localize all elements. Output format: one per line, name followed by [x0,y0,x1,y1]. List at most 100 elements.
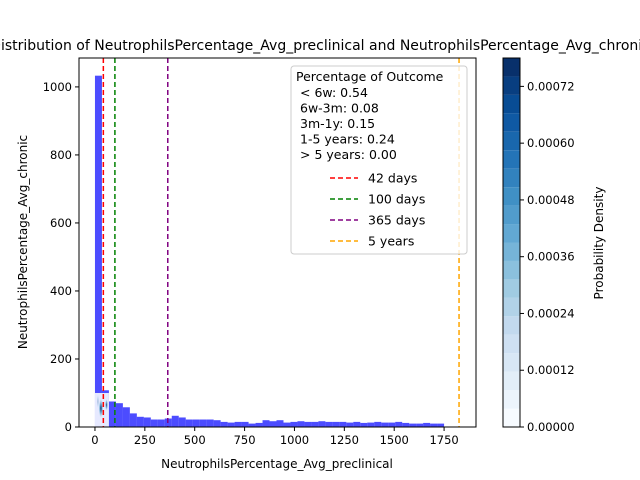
histogram-bar [171,415,179,427]
histogram-bar [360,422,368,427]
legend-stat-line: > 5 years: 0.00 [300,147,397,162]
histogram-bar [297,421,305,427]
histogram-bar [430,423,438,427]
colorbar-tick-label: 0.00024 [527,306,575,320]
colorbar-segment [503,168,520,188]
histogram-bar [136,416,144,427]
colorbar-tick-label: 0.00060 [527,136,575,150]
colorbar-segment [503,150,520,169]
x-axis-ticks: 0 250 500 750 1000 1250 1500 1750 [91,427,459,447]
y-tick-label: 0 [65,420,72,434]
histogram-bar [423,422,431,427]
x-tick-label: 0 [91,433,98,447]
plot-area [94,58,460,427]
legend-entry-label: 100 days [368,192,425,207]
colorbar-segment [503,371,520,391]
colorbar-segment [503,131,520,151]
histogram-bar [276,420,284,427]
colorbar-segment [503,260,520,280]
legend-stat-line: 3m-1y: 0.15 [300,116,375,131]
histogram-bar [206,419,214,427]
colorbar-tick-label: 0.00012 [527,363,575,377]
colorbar-segment [503,408,520,427]
histogram-bar [227,422,235,427]
colorbar-tick-label: 0.00072 [527,79,575,93]
colorbar-segment [503,58,520,77]
histogram-bar [143,417,151,427]
density-blob [104,398,109,412]
colorbar-segment [503,76,520,95]
x-tick-label: 1250 [330,433,359,447]
colorbar-segment [503,390,520,409]
histogram-bar [157,419,165,427]
colorbar-segment [503,334,520,354]
histogram-bar [381,422,389,427]
colorbar-segment [503,94,520,114]
colorbar-frame [502,57,521,428]
histogram-bar [283,422,291,427]
histogram-bar [304,421,312,427]
density-overlay [94,392,109,427]
histogram-bar [248,423,256,427]
colorbar-label: Probability Density [592,187,606,300]
legend-entry-label: 365 days [368,213,425,228]
histogram-bar [269,421,277,427]
colorbar-tick-label: 0.00000 [527,420,575,434]
colorbar-segment [503,279,520,298]
histogram-bar [311,421,319,427]
x-tick-label: 500 [184,433,206,447]
histogram-bar [325,421,333,427]
histogram-bar [255,422,263,427]
histogram-bar [185,419,193,427]
y-axis-ticks: 0 200 400 600 800 1000 [43,80,79,434]
histogram-bar [129,413,137,427]
histogram-bar [241,421,249,427]
x-tick-label: 250 [134,433,156,447]
histogram-bar [234,421,242,427]
colorbar-tick-label: 0.00048 [527,193,575,207]
histogram-bar [318,421,326,427]
histogram-bar [290,421,298,427]
legend-title: Percentage of Outcome [296,69,444,84]
colorbar-segment [503,205,520,225]
x-tick-label: 1000 [280,433,309,447]
density-blob [98,398,104,419]
colorbar-segment [503,297,520,317]
histogram-bar [395,421,403,427]
x-axis-label: NeutrophilsPercentage_Avg_preclinical [161,457,393,471]
histogram-bar [346,422,354,427]
histogram-bar [178,417,186,427]
plot-frame [78,57,477,428]
histogram-bar [150,419,158,427]
histogram-bar [262,420,270,427]
histogram-bar [409,423,417,427]
histogram-bar [122,407,130,427]
histogram-bar [437,423,445,427]
histogram-bar [213,420,221,427]
histogram-bar [416,423,424,427]
histogram-bar [332,421,340,427]
histogram-bar [220,421,228,427]
density-blob [96,394,100,409]
y-tick-label: 400 [50,284,72,298]
legend-entry-label: 5 years [368,234,414,249]
legend-stat-line: < 6w: 0.54 [300,85,368,100]
colorbar-segment [503,353,520,372]
colorbar-segment [503,242,520,261]
histogram-bar [374,421,382,427]
histogram-bar [199,419,207,427]
colorbar-segment [503,224,520,243]
y-tick-label: 1000 [43,80,72,94]
histogram-bar [94,75,102,427]
x-tick-label: 1750 [429,433,458,447]
histogram-bar [115,403,123,427]
colorbar-segment [503,187,520,206]
colorbar-tick-label: 0.00036 [527,250,575,264]
x-tick-label: 1500 [380,433,409,447]
x-tick-label: 750 [234,433,256,447]
legend-stat-line: 6w-3m: 0.08 [300,101,379,116]
histogram-bar [339,421,347,427]
